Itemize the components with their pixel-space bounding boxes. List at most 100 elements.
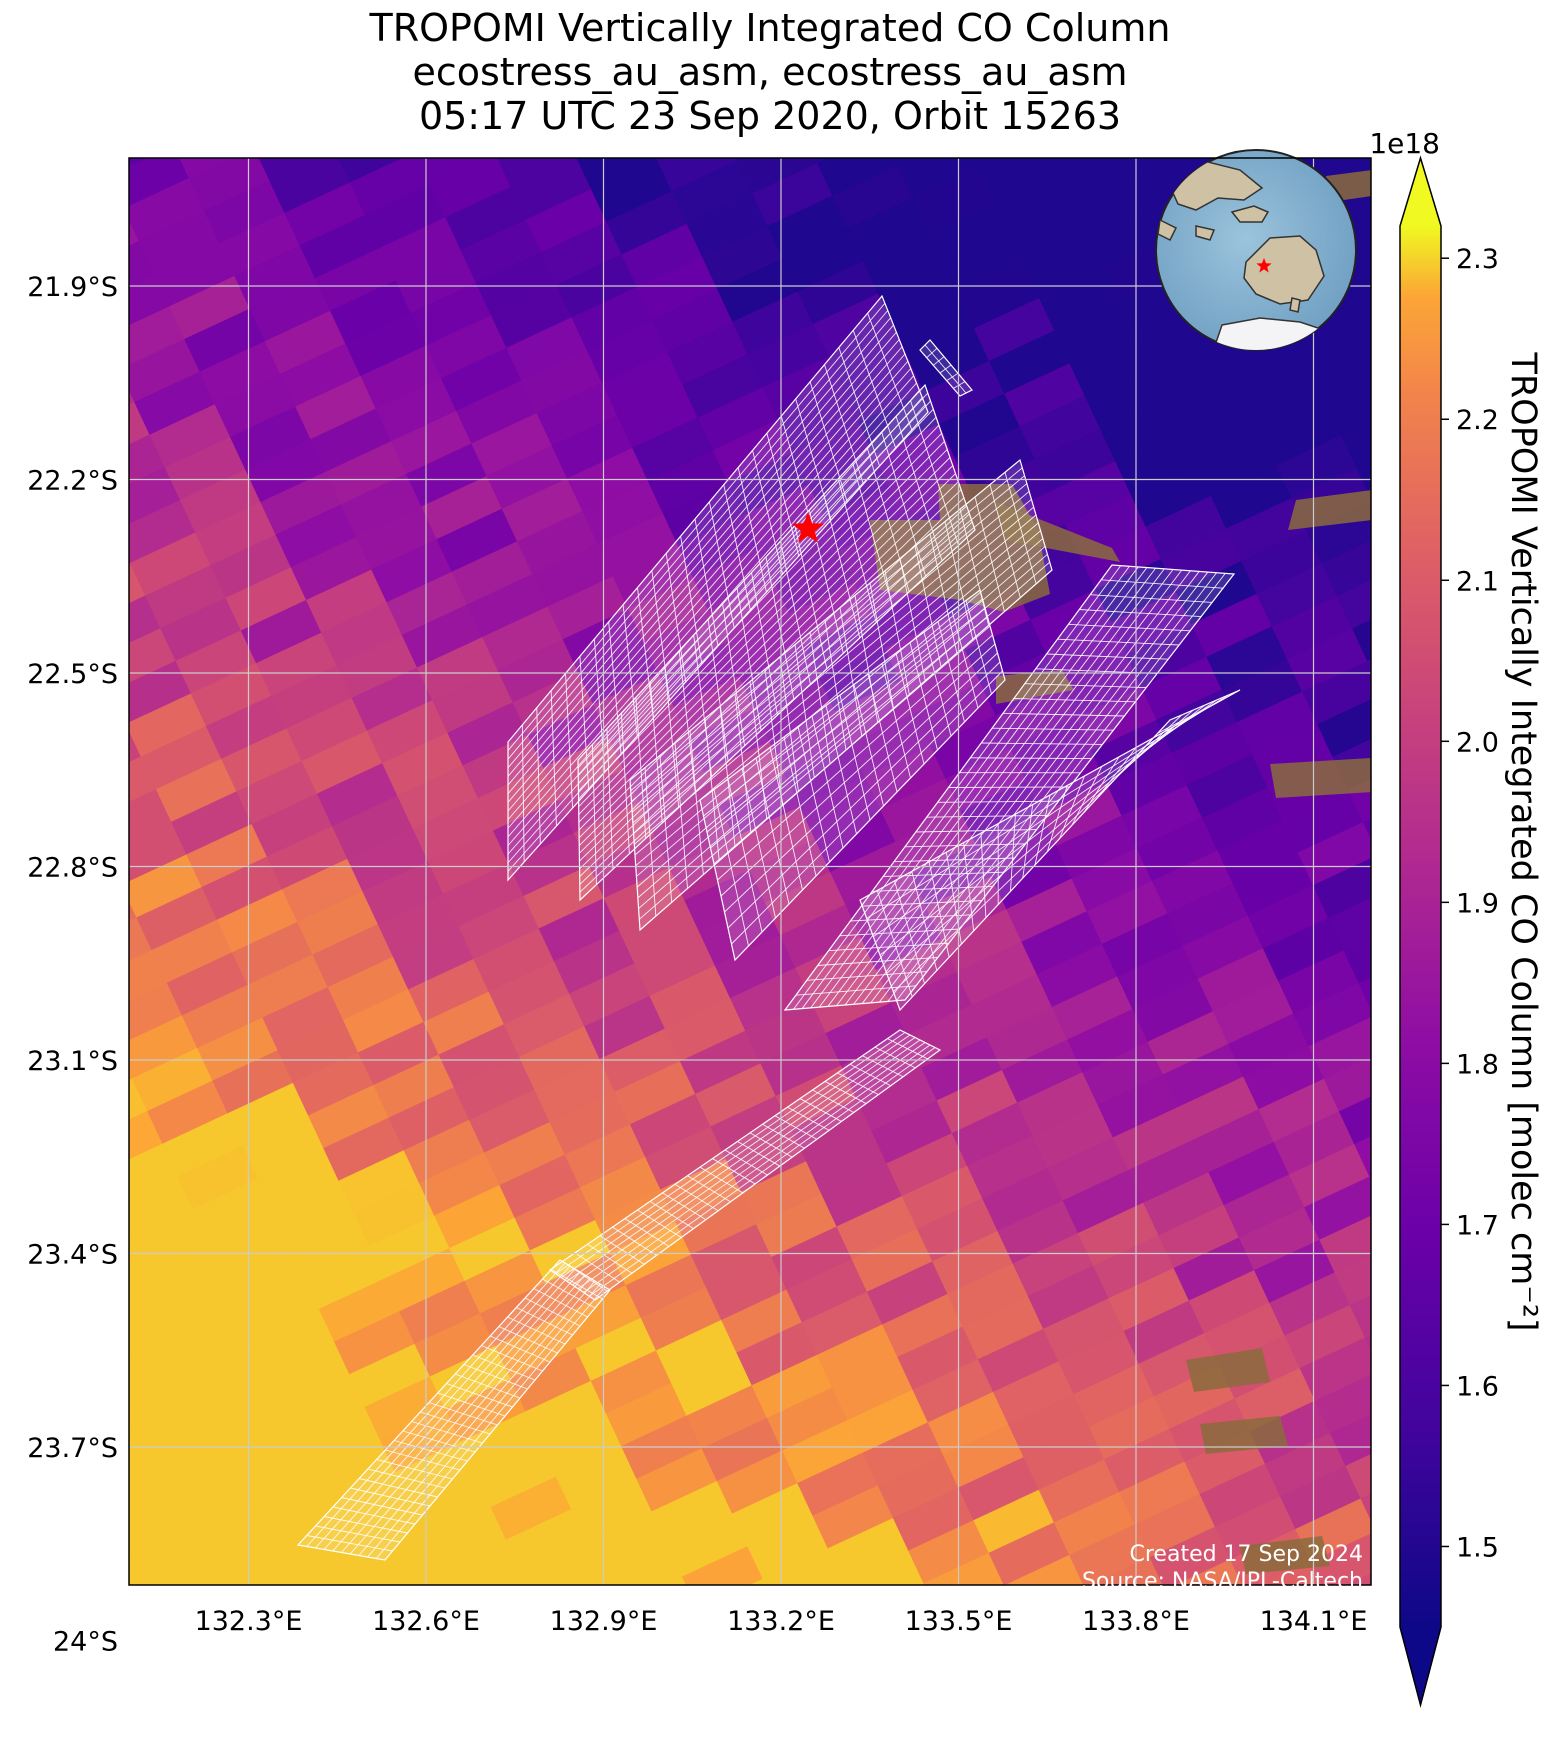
- co-pixel: [1441, 1470, 1521, 1533]
- co-pixel: [260, 1664, 340, 1727]
- co-pixel: [889, 1649, 969, 1712]
- co-pixel: [385, 57, 465, 120]
- co-pixel: [973, 158, 1000, 168]
- co-pixel: [320, 87, 400, 150]
- co-pixel: [238, 1565, 290, 1585]
- co-pixel: [408, 1569, 449, 1585]
- co-pixel: [1326, 381, 1371, 436]
- source-credit: Source: NASA/JPL-Caltech: [1081, 1569, 1363, 1594]
- co-pixel: [1295, 306, 1371, 371]
- co-pixel: [1310, 341, 1371, 403]
- co-pixel: [735, 158, 745, 162]
- co-pixel: [1360, 1493, 1371, 1521]
- lat-tick-label: 23.1°S: [27, 1046, 118, 1077]
- lon-tick-label: 133.5°E: [905, 1606, 1013, 1637]
- map-frame: [128, 157, 1372, 1586]
- co-pixel: [497, 158, 574, 188]
- co-pixel: [1431, 85, 1511, 148]
- co-pixel: [834, 1580, 846, 1585]
- co-pixel: [78, 80, 158, 143]
- co-pixel: [1319, 1215, 1371, 1273]
- co-pixel: [43, 176, 123, 239]
- co-pixel: [1345, 1453, 1371, 1500]
- imagery-patch: [1200, 1416, 1288, 1454]
- co-pixel: [1452, 1664, 1532, 1727]
- co-pixel: [323, 1567, 369, 1585]
- lon-tick-label: 132.3°E: [195, 1606, 303, 1637]
- co-pixel: [1442, 279, 1522, 342]
- co-pixel: [1304, 1176, 1371, 1241]
- colorbar-extend-max: [1400, 158, 1441, 226]
- co-pixel: [772, 35, 852, 98]
- co-pixel: [487, 1638, 567, 1701]
- co-pixel: [258, 158, 319, 181]
- co-pixel: [152, 1563, 210, 1585]
- co-pixel: [1367, 659, 1371, 670]
- co-pixel: [129, 900, 138, 922]
- co-pixel: [611, 30, 691, 93]
- co-pixel: [567, 1640, 647, 1703]
- co-pixel: [1310, 1533, 1371, 1585]
- co-pixel: [1190, 79, 1270, 142]
- colorbar-tick-label: 1.5: [1456, 1532, 1499, 1563]
- co-pixel: [655, 158, 660, 160]
- co-pixel: [159, 83, 239, 146]
- co-pixel: [1341, 421, 1371, 469]
- co-pixel: [852, 37, 932, 100]
- colorbar-exponent: 1e18: [1369, 127, 1440, 160]
- co-pixel: [814, 158, 830, 164]
- imagery-patch: [1288, 490, 1371, 530]
- co-pixel: [128, 17, 208, 80]
- co-pixel: [1323, 1056, 1371, 1112]
- co-pixel: [1255, 48, 1335, 111]
- co-pixel: [1291, 1660, 1371, 1723]
- co-pixel: [23, 1496, 103, 1559]
- colorbar-tick-label: 2.2: [1456, 405, 1499, 436]
- co-pixel: [1431, 1277, 1511, 1340]
- co-pixel: [692, 33, 772, 96]
- co-pixel: [1299, 1337, 1371, 1402]
- co-pixel: [1362, 818, 1371, 840]
- colorbar-tick-label: 2.3: [1456, 244, 1499, 275]
- co-pixel: [245, 1631, 325, 1694]
- imagery-patch: [1186, 1348, 1270, 1392]
- co-pixel: [948, 72, 1028, 135]
- co-pixel: [1401, 20, 1481, 83]
- co-pixel: [1004, 1554, 1084, 1585]
- co-pixel: [341, 1666, 421, 1729]
- co-pixel: [664, 1576, 687, 1585]
- co-pixel: [1461, 150, 1541, 213]
- colorbar-label: TROPOMI Vertically Integrated CO Column …: [1503, 351, 1543, 1331]
- co-pixel: [626, 63, 706, 126]
- colorbar-extend-min: [1400, 1627, 1441, 1705]
- co-pixel: [1175, 1559, 1243, 1585]
- co-pixel: [1240, 15, 1320, 78]
- co-pixel: [808, 1646, 888, 1709]
- co-pixel: [787, 68, 867, 131]
- co-pixel: [1364, 1334, 1371, 1351]
- co-pixel: [180, 1661, 260, 1724]
- co-pixel: [338, 158, 404, 184]
- co-pixel: [933, 39, 1013, 102]
- co-pixel: [39, 1529, 119, 1592]
- co-pixel: [531, 28, 611, 91]
- co-pixel: [1330, 1414, 1371, 1467]
- co-pixel: [1328, 897, 1371, 952]
- colorbar-tick-label: 1.7: [1456, 1210, 1499, 1241]
- imagery-patch: [1270, 758, 1371, 798]
- co-pixel: [129, 219, 140, 247]
- co-pixel: [1130, 1655, 1210, 1718]
- co-pixel: [1433, 601, 1513, 664]
- globe-inset: [1155, 149, 1357, 351]
- title-line-1: TROPOMI Vertically Integrated CO Column: [369, 6, 1171, 50]
- co-pixel: [1314, 1374, 1371, 1434]
- imagery-patch: [996, 502, 1120, 562]
- co-pixel: [969, 1651, 1049, 1714]
- co-pixel: [421, 1668, 501, 1731]
- co-pixel: [1180, 1592, 1260, 1655]
- colorbar: 1.5 1.6 1.7 1.8 1.9 2.0 2.1 2.2 2.3 1e18 TROPOMI…: [1369, 127, 1543, 1708]
- co-pixel: [165, 1629, 245, 1692]
- co-pixel: [1437, 1631, 1517, 1694]
- co-pixel: [400, 89, 480, 152]
